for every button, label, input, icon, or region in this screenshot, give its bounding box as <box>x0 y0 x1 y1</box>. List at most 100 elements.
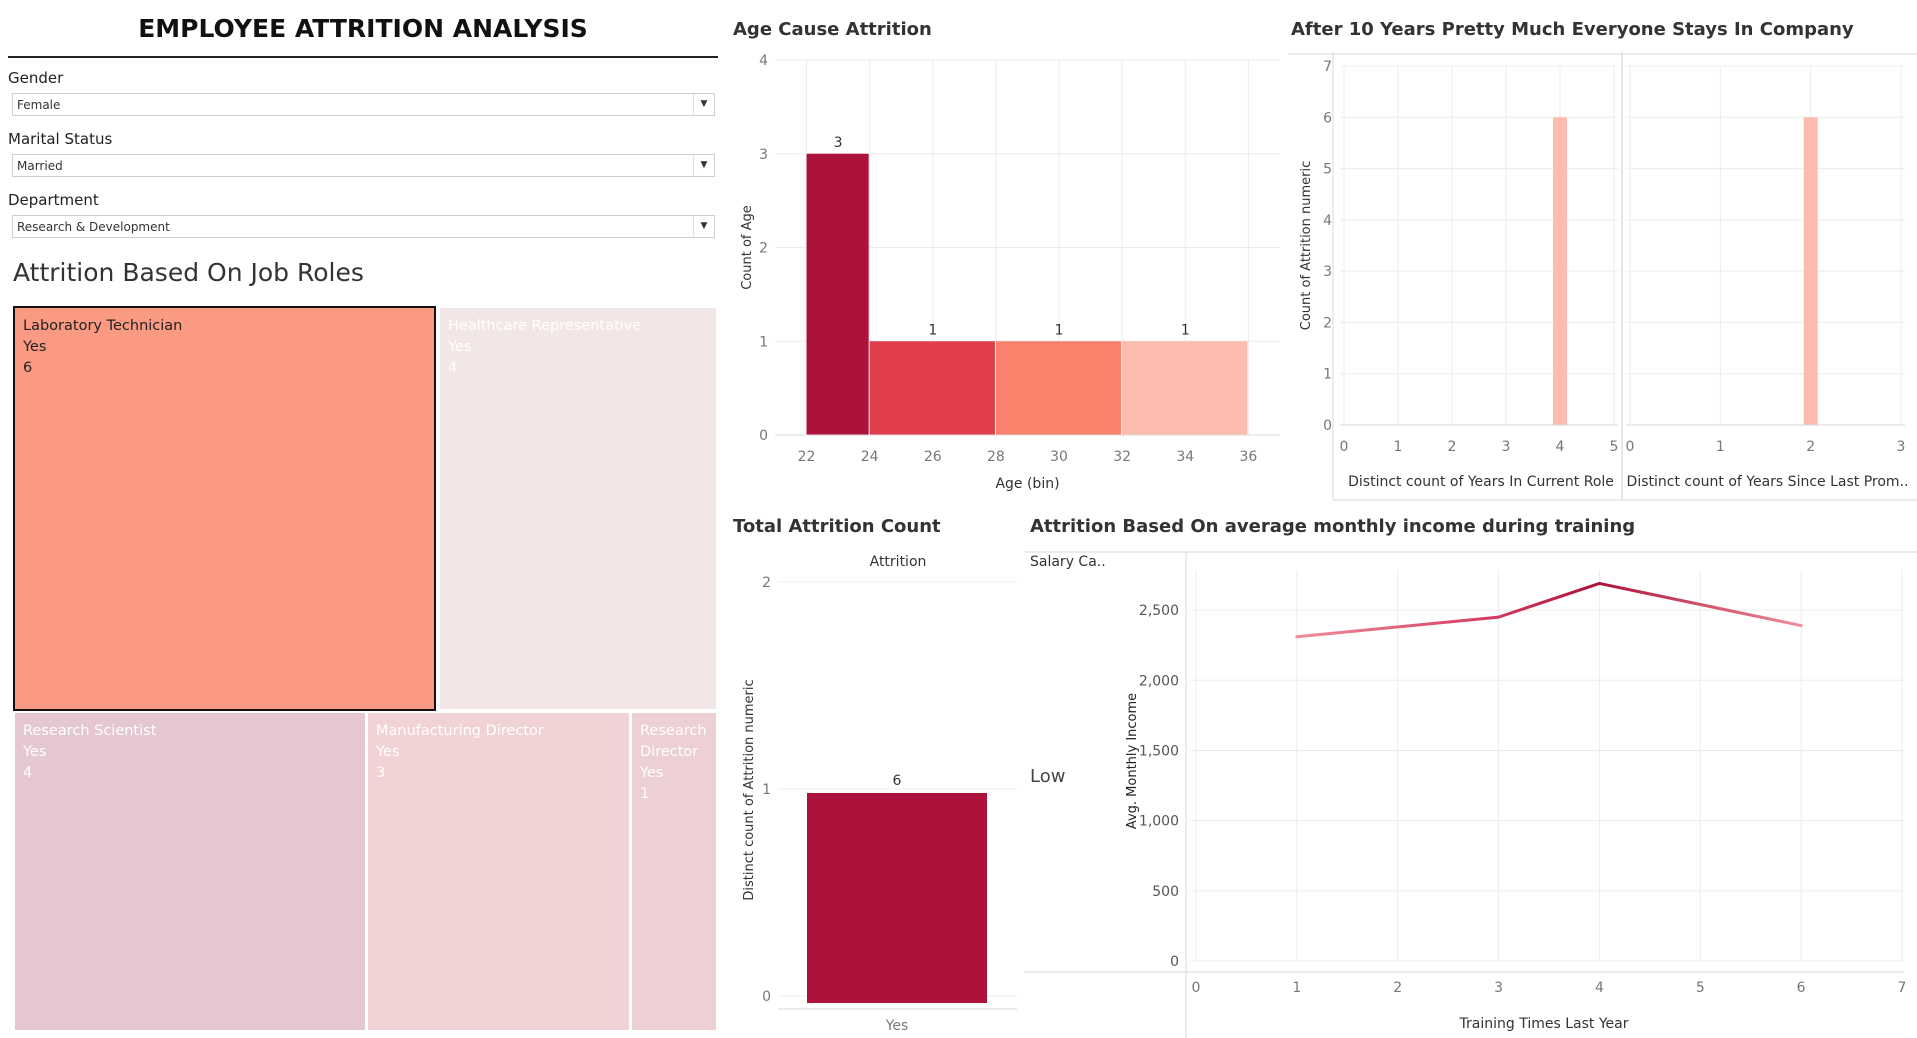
x-tick-label: 5 <box>1696 980 1705 996</box>
treemap-tile-healthcare-representative[interactable]: Healthcare Representative Yes 4 <box>440 308 716 709</box>
age-bar <box>995 341 1122 435</box>
x-tick-label: 0 <box>1192 980 1201 996</box>
tile-attrition: Yes <box>376 744 400 760</box>
x-tick-label: 3 <box>1502 439 1511 455</box>
y-tick-label: 0 <box>759 428 768 444</box>
bar-data-label: 1 <box>928 322 937 338</box>
total-attrition-title: Total Attrition Count <box>733 516 941 537</box>
y-axis-title: Count of Age <box>740 205 755 290</box>
x-tick-label: 2 <box>1393 980 1402 996</box>
tile-count: 3 <box>376 765 386 781</box>
y-tick-label: 2,500 <box>1139 603 1179 619</box>
column-header: Attrition <box>870 554 927 570</box>
x-tick-label: 3 <box>1494 980 1503 996</box>
bar-data-label: 1 <box>1181 322 1190 338</box>
y-tick-label: 2 <box>759 241 768 257</box>
x-tick-label: 6 <box>1797 980 1806 996</box>
income-chart-title: Attrition Based On average monthly incom… <box>1030 516 1636 537</box>
x-axis-title: Distinct count of Years Since Last Prom.… <box>1627 474 1909 490</box>
age-bar <box>1122 341 1248 435</box>
dashboard-title: EMPLOYEE ATTRITION ANALYSIS <box>138 14 588 43</box>
y-tick-label: 0 <box>1170 954 1179 970</box>
x-tick-label: 3 <box>1897 439 1906 455</box>
y-tick-label: 0 <box>762 989 771 1005</box>
chevron-down-icon[interactable]: ▼ <box>693 155 714 176</box>
y-tick-label: 3 <box>1323 264 1332 280</box>
x-tick-label: 5 <box>1610 439 1619 455</box>
tile-count: 1 <box>640 786 650 802</box>
chevron-down-icon[interactable]: ▼ <box>693 216 714 237</box>
age-bar <box>869 341 995 435</box>
bar-data-label: 1 <box>1055 322 1064 338</box>
department-filter-label: Department <box>8 191 99 209</box>
income-training-chart: Salary Ca.. Low 0 500 1,000 1,500 2,000 2,500 0 1… <box>1024 551 1917 1038</box>
x-tick-label: 36 <box>1240 449 1258 465</box>
department-filter-value: Research & Development <box>17 220 170 234</box>
y-tick-label: 7 <box>1323 59 1332 75</box>
tile-attrition: Yes <box>448 339 472 355</box>
tile-role: Research Scientist <box>23 723 157 739</box>
treemap-tile-laboratory-technician[interactable]: Laboratory Technician Yes 6 <box>13 306 436 711</box>
y-tick-label: 500 <box>1152 884 1179 900</box>
department-filter-select[interactable]: Research & Development ▼ <box>12 215 715 238</box>
row-label: Low <box>1030 766 1065 787</box>
tenure-bar <box>1553 117 1567 426</box>
tile-role-line2: Director <box>640 744 699 760</box>
y-tick-label: 2 <box>1323 315 1332 331</box>
y-axis-title: Distinct count of Attrition numeric <box>742 679 757 900</box>
tile-role-line1: Research <box>640 723 707 739</box>
gender-filter-value: Female <box>17 98 61 112</box>
x-tick-label: 2 <box>1448 439 1457 455</box>
y-tick-label: 4 <box>1323 213 1332 229</box>
x-axis-title: Age (bin) <box>995 476 1059 492</box>
tile-attrition: Yes <box>23 339 47 355</box>
y-axis-title: Avg. Monthly Income <box>1125 693 1140 829</box>
income-line-segment <box>1597 581 1803 628</box>
tile-count: 4 <box>23 765 33 781</box>
chevron-down-icon[interactable]: ▼ <box>693 94 714 115</box>
tenure-chart-title: After 10 Years Pretty Much Everyone Stay… <box>1291 19 1854 40</box>
x-tick-label: 0 <box>1340 439 1349 455</box>
treemap-title: Attrition Based On Job Roles <box>13 258 364 287</box>
tile-role: Laboratory Technician <box>23 318 183 334</box>
x-tick-label: 1 <box>1292 980 1301 996</box>
x-axis-title: Distinct count of Years In Current Role <box>1348 474 1614 490</box>
x-tick-label: 26 <box>924 449 942 465</box>
income-line-segment <box>1295 615 1501 639</box>
y-tick-label: 2 <box>762 575 771 591</box>
title-divider <box>8 56 718 58</box>
x-tick-label: 28 <box>987 449 1005 465</box>
treemap-tile-research-director[interactable]: Research Director Yes 1 <box>632 713 716 1030</box>
x-axis-title: Training Times Last Year <box>1459 1016 1629 1032</box>
y-tick-label: 1,000 <box>1139 814 1179 830</box>
y-tick-label: 3 <box>759 147 768 163</box>
tile-count: 4 <box>448 360 458 376</box>
marital-status-filter-value: Married <box>17 159 63 173</box>
treemap-tile-manufacturing-director[interactable]: Manufacturing Director Yes 3 <box>368 713 629 1030</box>
y-tick-label: 1 <box>759 334 768 350</box>
y-tick-label: 4 <box>759 53 768 69</box>
gender-filter-select[interactable]: Female ▼ <box>12 93 715 116</box>
y-tick-label: 6 <box>1323 110 1332 126</box>
tile-count: 6 <box>23 360 33 376</box>
x-tick-label: 4 <box>1556 439 1565 455</box>
x-tick-label: 30 <box>1050 449 1068 465</box>
tile-attrition: Yes <box>640 765 664 781</box>
x-tick-label: 4 <box>1595 980 1604 996</box>
marital-status-filter-select[interactable]: Married ▼ <box>12 154 715 177</box>
y-tick-label: 0 <box>1323 418 1332 434</box>
row-header: Salary Ca.. <box>1030 554 1106 570</box>
x-tick-label: 22 <box>798 449 816 465</box>
y-tick-label: 5 <box>1323 162 1332 178</box>
x-tick-label: 34 <box>1176 449 1194 465</box>
x-tick-label: 24 <box>861 449 879 465</box>
x-tick-label: 1 <box>1394 439 1403 455</box>
treemap-tile-research-scientist[interactable]: Research Scientist Yes 4 <box>15 713 365 1030</box>
y-tick-label: 1,500 <box>1139 743 1179 759</box>
marital-status-filter-label: Marital Status <box>8 130 113 148</box>
age-bar <box>806 153 869 435</box>
bar-data-label: 3 <box>834 135 843 151</box>
total-attrition-bar <box>807 793 987 1003</box>
age-chart-title: Age Cause Attrition <box>733 19 932 40</box>
